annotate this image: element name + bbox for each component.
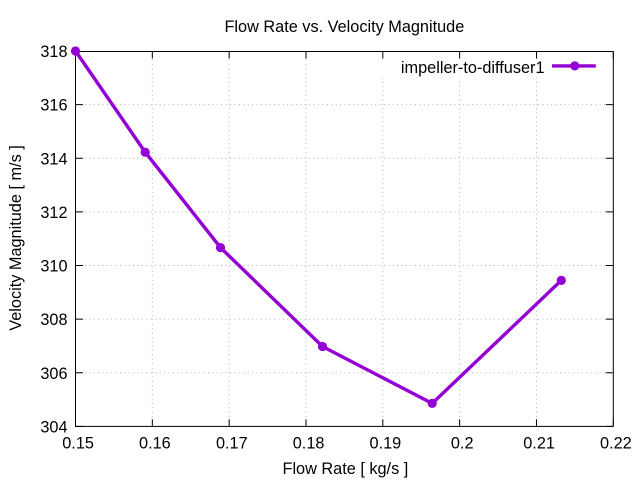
svg-text:0.16: 0.16 [139, 435, 171, 453]
svg-text:0.21: 0.21 [523, 435, 555, 453]
svg-text:impeller-to-diffuser1: impeller-to-diffuser1 [401, 59, 545, 77]
svg-text:310: 310 [40, 258, 67, 276]
svg-text:0.22: 0.22 [600, 435, 632, 453]
svg-text:Flow Rate [ kg/s ]: Flow Rate [ kg/s ] [283, 460, 409, 478]
svg-text:312: 312 [40, 204, 67, 222]
svg-text:0.17: 0.17 [216, 435, 248, 453]
svg-text:0.15: 0.15 [62, 435, 94, 453]
svg-text:314: 314 [40, 150, 67, 168]
svg-text:Velocity Magnitude [ m/s ]: Velocity Magnitude [ m/s ] [7, 145, 25, 331]
svg-text:0.2: 0.2 [451, 435, 474, 453]
svg-text:0.19: 0.19 [370, 435, 402, 453]
svg-text:0.18: 0.18 [293, 435, 325, 453]
svg-text:318: 318 [40, 43, 67, 61]
svg-text:Flow Rate vs. Velocity Magnitu: Flow Rate vs. Velocity Magnitude [224, 18, 464, 36]
svg-text:306: 306 [40, 365, 67, 383]
svg-text:304: 304 [40, 418, 67, 436]
svg-text:316: 316 [40, 97, 67, 115]
svg-text:308: 308 [40, 311, 67, 329]
